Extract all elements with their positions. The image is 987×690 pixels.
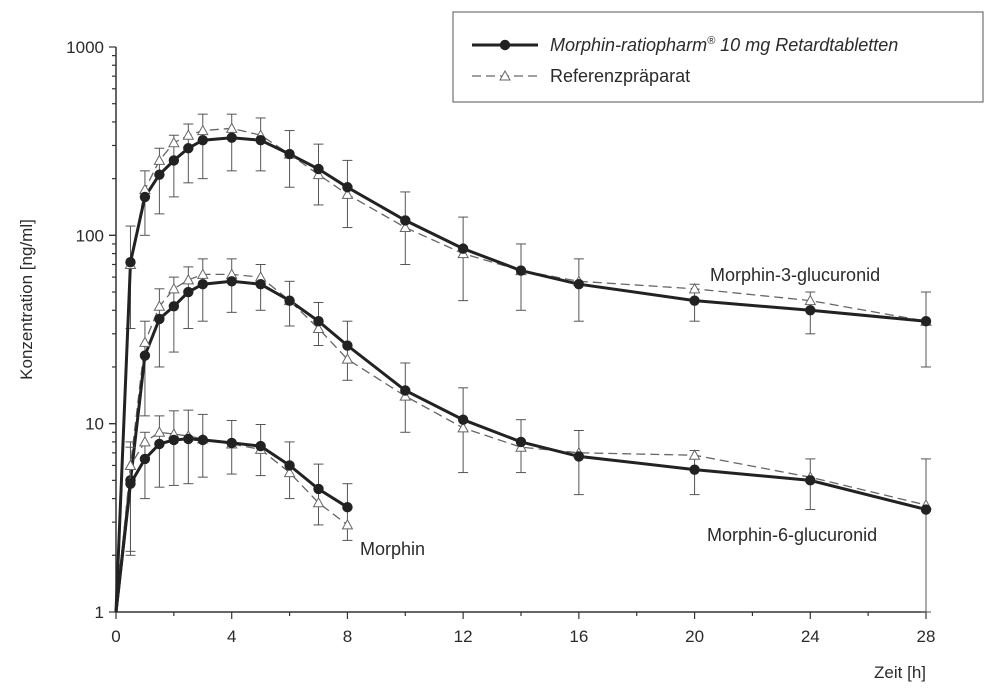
m3g-ref-point: [804, 294, 817, 306]
m3g-test-point: [689, 295, 700, 306]
y-tick-label: 10: [85, 415, 104, 434]
m6g-ref-point: [457, 421, 469, 433]
m6g-test-point: [805, 475, 816, 486]
morphin-ref-point: [124, 459, 137, 470]
m6g-test-point: [515, 436, 527, 448]
m3g-ref-point: [341, 188, 354, 199]
m6g-test-point: [168, 301, 180, 312]
legend: Morphin-ratiopharm® 10 mg Retardtablette…: [452, 11, 984, 103]
legend-ref-marker: [499, 69, 511, 81]
morphin-test-point: [183, 433, 194, 445]
m3g-test-point: [197, 134, 208, 146]
m6g-ref-point: [182, 273, 195, 285]
y-tick-label: 100: [76, 226, 104, 245]
m3g-ref-point: [225, 122, 238, 133]
m3g-ref-point: [688, 282, 701, 294]
m6g-ref-point: [196, 268, 209, 279]
morphin-test-point: [342, 502, 353, 513]
m3g-test-point: [284, 148, 295, 160]
legend-ref-label: Referenzpräparat: [550, 66, 690, 86]
m6g-ref-point: [139, 336, 151, 347]
annotation-m6g: Morphin-6-glucuronid: [707, 525, 877, 545]
morphin-test-point: [284, 460, 295, 471]
m6g-test-point: [183, 286, 194, 298]
m6g-ref-point: [168, 282, 180, 294]
m6g-test-point: [197, 279, 208, 290]
m3g-ref-point: [399, 221, 412, 233]
m6g-test-point: [689, 464, 700, 475]
m6g-test-point: [920, 504, 932, 515]
m3g-test-point: [139, 191, 151, 203]
annotation-morphin: Morphin: [360, 539, 425, 559]
m3g-ref-point: [182, 129, 195, 140]
y-tick-label: 1: [95, 603, 104, 622]
x-tick-label: 16: [569, 627, 588, 646]
legend-test-label-main: Morphin-ratiopharm: [550, 35, 707, 55]
m3g-test-point: [183, 143, 194, 154]
morphin-test-point: [197, 434, 208, 446]
m3g-test-point: [573, 279, 585, 290]
m3g-test-point: [255, 134, 266, 146]
m3g-test-point: [313, 163, 324, 175]
m6g-test-point: [226, 276, 237, 287]
morphin-ref-point: [283, 466, 296, 478]
m6g-ref-point: [312, 322, 325, 334]
morphin-ref-point: [312, 496, 325, 508]
m6g-test-point: [342, 340, 353, 351]
m6g-ref-point: [153, 300, 166, 311]
m6g-test-point: [573, 451, 585, 462]
morphin-test-point: [313, 483, 324, 495]
x-tick-label: 0: [111, 627, 120, 646]
m6g-test-point: [400, 385, 411, 396]
m3g-test-point: [805, 305, 816, 316]
morphin-ref-point: [139, 435, 151, 447]
x-tick-label: 4: [227, 627, 236, 646]
m6g-test-point: [313, 316, 324, 327]
m6g-test-point: [284, 295, 295, 306]
m6g-ref-point: [341, 353, 354, 364]
m6g-ref-point: [688, 449, 701, 460]
morphin-test-point: [139, 453, 151, 465]
m6g-test-point: [255, 279, 266, 290]
m3g-test-point: [168, 155, 180, 166]
m3g-test-point: [125, 257, 136, 268]
morphin-ref-point: [341, 518, 354, 530]
m6g-test-point: [139, 350, 151, 361]
m3g-test-point: [400, 215, 411, 226]
m3g-ref-point: [153, 154, 166, 165]
x-tick-label: 28: [917, 627, 936, 646]
morphin-test-point: [226, 437, 237, 449]
y-tick-label: 1000: [66, 38, 104, 57]
morphin-test-point: [125, 478, 136, 489]
legend-test-marker: [499, 39, 511, 51]
morphin-test-point: [255, 440, 266, 452]
legend-test-label-sup: ®: [707, 35, 716, 47]
y-axis-title: Konzentration [ng/ml]: [17, 219, 36, 380]
m3g-ref-point: [168, 136, 180, 148]
morphin-test-point: [168, 434, 180, 446]
m3g-test-point: [154, 169, 165, 180]
m3g-test-point: [920, 316, 932, 327]
x-tick-label: 8: [343, 627, 352, 646]
legend-test-label-rest: 10 mg Retardtabletten: [715, 35, 898, 55]
annotation-m3g: Morphin-3-glucuronid: [710, 265, 880, 285]
morphin-ref-point: [153, 426, 166, 437]
x-axis-title: Zeit [h]: [874, 663, 926, 682]
m3g-test-point: [457, 243, 469, 254]
m6g-test-point: [457, 414, 469, 425]
x-tick-label: 20: [685, 627, 704, 646]
legend-test-label: Morphin-ratiopharm® 10 mg Retardtablette…: [550, 35, 898, 55]
m3g-test-point: [342, 182, 353, 193]
m3g-test-point: [226, 132, 237, 143]
x-tick-label: 24: [801, 627, 820, 646]
m6g-test-point: [154, 313, 165, 325]
morphin-test-point: [154, 438, 165, 450]
m3g-test-point: [515, 265, 527, 276]
x-tick-label: 12: [454, 627, 473, 646]
legend-box: [452, 11, 984, 103]
m3g-ref-point: [196, 124, 209, 136]
